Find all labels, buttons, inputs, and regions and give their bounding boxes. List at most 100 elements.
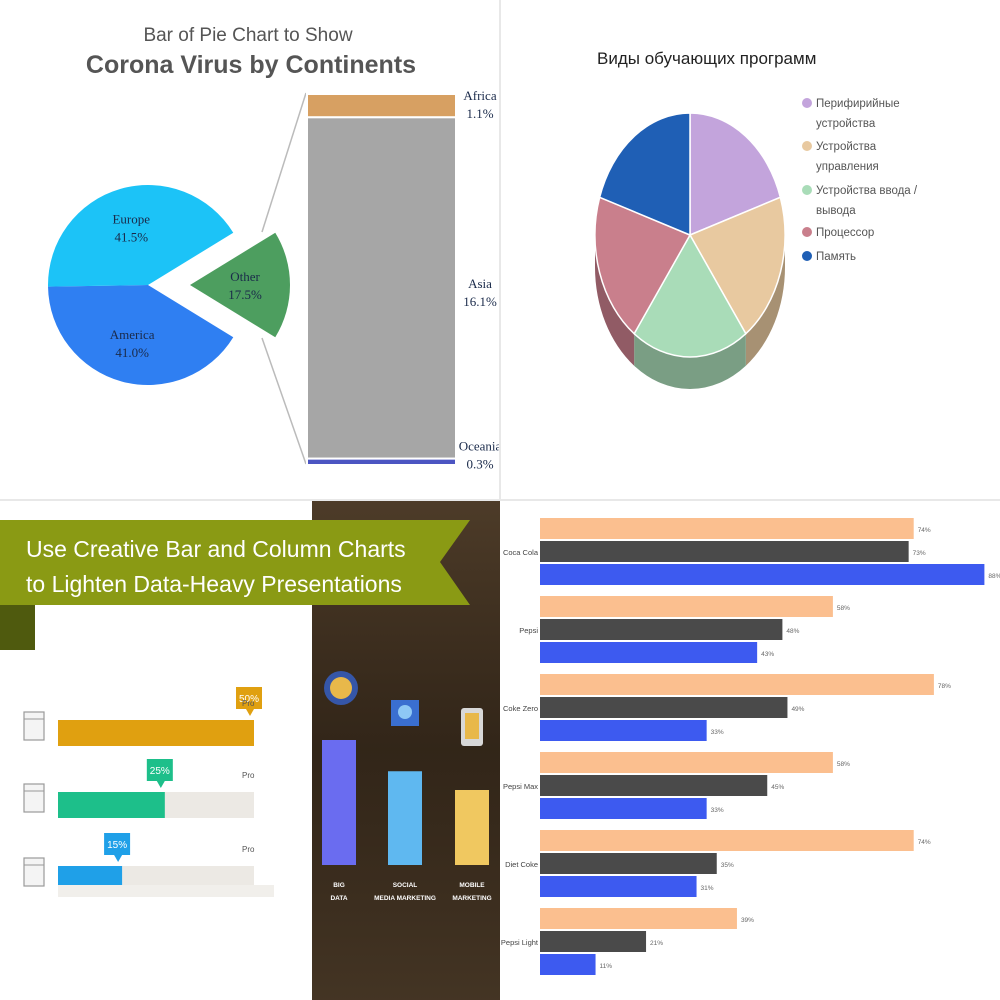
quadrant-divider-horizontal: [0, 499, 1000, 501]
bar: [540, 564, 985, 585]
bar-value-label: 78%: [938, 683, 951, 690]
bar-fill: [58, 792, 165, 818]
bar: [540, 697, 788, 718]
banner-title-line-1: Use Creative Bar and Column Charts: [26, 536, 406, 562]
package-icon: [23, 857, 45, 887]
bar-fill: [58, 720, 254, 746]
bar-value-label: 39%: [741, 917, 754, 924]
value-callout: [146, 759, 173, 781]
bar: [540, 954, 596, 975]
connector-line-bottom: [261, 337, 307, 465]
value-callout: [236, 687, 262, 709]
connector-line-top: [261, 92, 307, 233]
bar-segment-value: 1.1%: [466, 106, 493, 121]
value-label: 15%: [107, 840, 127, 851]
banner-shadow: [0, 605, 35, 650]
slice-label: Europe: [112, 211, 150, 226]
bar-value-label: 33%: [711, 729, 724, 736]
bar-value-label: 43%: [761, 651, 774, 658]
cola-bar-panel: Coca Cola 74% 73% 88% Pepsi 58% 48% 43% Coke Zer…: [500, 500, 1000, 1000]
pie-slice: [689, 112, 782, 237]
bar-segment-label: Asia: [468, 276, 492, 291]
bar-segment-asia: [306, 116, 457, 460]
training-programs-pie-chart: Виды обучающих программ Перифирийные устр…: [594, 49, 918, 390]
legend-swatch: [802, 141, 812, 151]
pie-slice-europe: [48, 184, 234, 287]
pie-slice: [594, 196, 692, 335]
legend-label: Устройства ввода / вывода: [816, 185, 918, 217]
title-banner: [0, 520, 470, 605]
bar-of-pie-chart: Bar of Pie Chart to Show Corona Virus by…: [48, 25, 500, 472]
slice-label: America: [110, 327, 155, 342]
bar-value-label: 58%: [837, 605, 850, 612]
pie-slice-other: [190, 232, 290, 338]
bar-value-label: 88%: [988, 573, 1000, 580]
column-bar: [388, 771, 422, 865]
column-bar: [322, 740, 356, 865]
bar: [540, 642, 758, 663]
creative-charts-panel: Use Creative Bar and Column Charts to Li…: [0, 500, 500, 1000]
pie-side-wall: [745, 235, 785, 366]
column-bar: [455, 790, 489, 865]
bar-segment-africa: [306, 93, 457, 119]
legend-swatch: [802, 185, 812, 195]
callout-pointer: [246, 709, 254, 716]
category-label: Coca Cola: [503, 548, 539, 557]
pie-slice: [633, 233, 747, 358]
social-media-icon-inner: [398, 705, 412, 719]
package-icon: [23, 783, 45, 813]
category-label: Diet Coke: [505, 860, 538, 869]
bar: [540, 853, 717, 874]
pie-slice-america: [48, 285, 234, 385]
category-label: Pepsi Max: [503, 782, 538, 791]
bar-value-label: 74%: [918, 839, 931, 846]
bar: [540, 798, 707, 819]
category-label: Coke Zero: [503, 704, 538, 713]
bar: [540, 876, 697, 897]
bar: [540, 674, 934, 695]
bar-segment-label: Oceania: [459, 439, 500, 454]
bar: [540, 931, 647, 952]
bar-value-label: 45%: [771, 784, 784, 791]
pie-slice: [598, 112, 691, 237]
pie-side-wall: [634, 333, 746, 390]
bar: [540, 619, 783, 640]
value-callout: [104, 833, 131, 855]
bar-value-label: 73%: [913, 550, 926, 557]
bar-segment-label: Africa: [463, 88, 496, 103]
legend-swatch: [802, 251, 812, 261]
pie-side-wall: [595, 235, 635, 366]
legend-swatch: [802, 227, 812, 237]
bar-segment-value: 16.1%: [463, 294, 497, 309]
bar: [540, 752, 833, 773]
pie-slice: [688, 196, 786, 335]
value-label: 25%: [150, 766, 170, 777]
package-icon: [23, 711, 45, 741]
big-data-icon-inner: [330, 677, 352, 699]
slice-value: 41.5%: [114, 229, 148, 244]
quadrant-divider-vertical: [499, 0, 501, 500]
callout-pointer: [156, 781, 165, 788]
callout-pointer: [114, 855, 123, 862]
category-label: Pepsi Light: [501, 938, 539, 947]
creative-charts-graphic: Use Creative Bar and Column Charts to Li…: [0, 500, 500, 1000]
bar-side-label: Pro: [242, 771, 255, 780]
bar-value-label: 33%: [711, 807, 724, 814]
bar-side-label: Pro: [242, 845, 255, 854]
bar-value-label: 58%: [837, 761, 850, 768]
bar-value-label: 21%: [650, 940, 663, 947]
column-label: BIG DATA: [330, 882, 347, 902]
cola-grouped-bar-chart: Coca Cola 74% 73% 88% Pepsi 58% 48% 43% Coke Zer…: [501, 518, 1000, 975]
bar: [540, 518, 914, 539]
bar-side-label: Pro: [242, 699, 255, 708]
value-label: 50%: [239, 694, 259, 705]
bar-track-extension: [58, 885, 274, 897]
column-label: SOCIAL MEDIA MARKETING: [374, 882, 436, 902]
bar-value-label: 31%: [701, 885, 714, 892]
banner-title-line-2: to Lighten Data-Heavy Presentations: [26, 571, 402, 597]
bar: [540, 775, 768, 796]
bar: [540, 596, 833, 617]
slice-label: Other: [230, 269, 260, 284]
slice-value: 41.0%: [115, 345, 149, 360]
bar-value-label: 49%: [791, 706, 804, 713]
